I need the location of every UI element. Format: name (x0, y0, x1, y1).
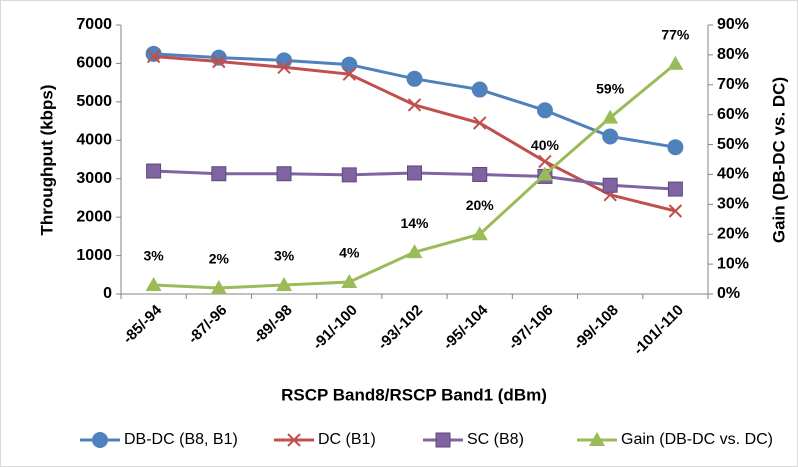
point (407, 165, 422, 181)
point (471, 81, 488, 98)
point (667, 181, 683, 197)
y-tick-label: 4000 (76, 132, 112, 149)
y-tick-label: 5000 (76, 93, 112, 110)
y-tick-label: 7000 (76, 16, 112, 33)
data-label: 3% (274, 248, 295, 264)
y-tick-label: 1000 (76, 247, 112, 264)
legend-marker (92, 432, 108, 448)
point (472, 166, 488, 182)
point (276, 277, 293, 292)
point (210, 280, 227, 295)
point (667, 139, 684, 156)
y2-axis-title: Gain (DB-DC vs. DC) (769, 77, 788, 243)
point (342, 67, 356, 81)
y-tick-label: 2000 (76, 208, 112, 225)
data-label: 2% (209, 251, 230, 267)
y-axis-title: Throughput (kbps) (37, 84, 56, 235)
legend-item: SC (B8) (423, 431, 524, 448)
point (473, 116, 487, 130)
legend-marker (589, 432, 605, 446)
point (341, 56, 358, 73)
legend-marker (287, 433, 301, 447)
legend-item: DC (B1) (274, 431, 376, 448)
point (146, 163, 162, 179)
legend-label: DB-DC (B8, B1) (124, 431, 238, 448)
data-label: 3% (143, 248, 164, 264)
legend-item: Gain (DB-DC vs. DC) (577, 431, 773, 448)
legend-label: Gain (DB-DC vs. DC) (621, 431, 773, 448)
point (277, 60, 291, 74)
y2-tick-label: 60% (717, 106, 749, 123)
data-label: 40% (531, 137, 560, 153)
legend-label: DC (B1) (318, 431, 376, 448)
x-axis-title: RSCP Band8/RSCP Band1 (dBm) (281, 385, 547, 404)
data-label: 14% (400, 215, 429, 231)
y2-tick-label: 80% (717, 46, 749, 63)
y2-tick-label: 30% (717, 196, 749, 213)
legend-marker (435, 432, 451, 448)
point (406, 70, 423, 87)
point (536, 166, 553, 181)
y-tick-label: 6000 (76, 55, 112, 72)
point (667, 55, 684, 70)
y2-tick-label: 50% (717, 136, 749, 153)
point (602, 177, 618, 193)
y2-tick-label: 20% (717, 225, 749, 242)
point (145, 277, 162, 292)
point (146, 49, 161, 64)
point (602, 128, 619, 145)
data-label: 77% (661, 27, 690, 43)
point (602, 109, 619, 124)
point (406, 244, 423, 259)
y2-tick-label: 40% (717, 166, 749, 183)
point (407, 98, 422, 112)
point (211, 166, 227, 182)
point (538, 154, 552, 169)
point (276, 166, 292, 182)
legend-label: SC (B8) (467, 431, 524, 448)
y2-tick-label: 70% (717, 76, 749, 93)
y-tick-label: 0 (103, 285, 112, 302)
y2-tick-label: 10% (717, 255, 749, 272)
data-label: 20% (466, 197, 495, 213)
point (471, 226, 488, 241)
point (536, 102, 553, 119)
data-label: 59% (596, 80, 625, 96)
point (212, 54, 226, 69)
legend-item: DB-DC (B8, B1) (80, 431, 238, 448)
y2-tick-label: 0% (717, 285, 740, 302)
point (341, 274, 358, 289)
data-label: 4% (339, 245, 360, 261)
point (668, 204, 683, 218)
y-tick-label: 3000 (76, 170, 112, 187)
point (145, 45, 162, 62)
point (341, 167, 357, 183)
y2-tick-label: 90% (717, 16, 749, 33)
